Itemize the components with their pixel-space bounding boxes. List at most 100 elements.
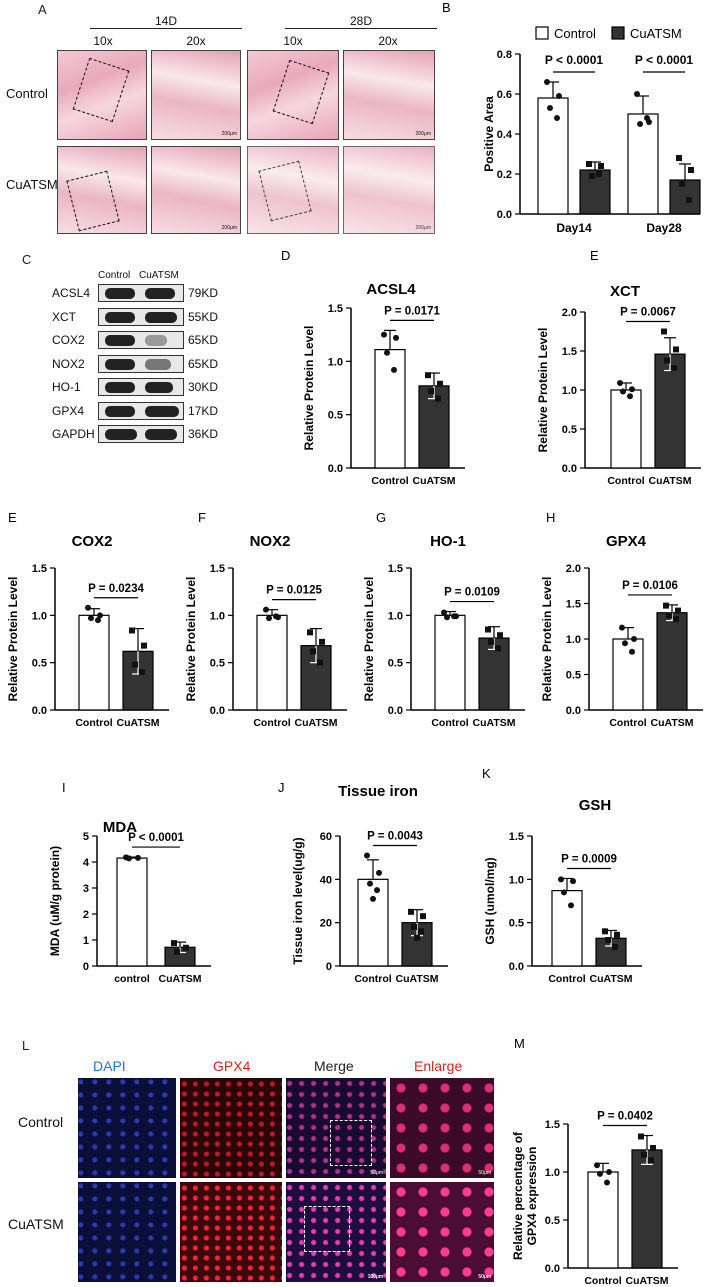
data-point <box>183 944 189 951</box>
y-tick-label: 1.5 <box>210 563 225 575</box>
y-tick-label: 1.0 <box>32 610 47 622</box>
y-tick-label: 0.0 <box>328 463 343 475</box>
data-point <box>666 612 672 619</box>
chart-h: H GPX4 0.0 0.5 1.0 1.5 2.0 Relative Protein Lev… <box>540 510 703 729</box>
p-value: P = 0.0067 <box>620 307 676 319</box>
y-axis-label: Relative Protein Level <box>362 577 376 702</box>
bar <box>537 97 569 215</box>
y-tick-label: 1.5 <box>562 346 577 358</box>
y-axis-label: Relative Protein Level <box>302 326 316 451</box>
y-tick-label: 1.5 <box>509 831 524 843</box>
y-tick-label: 40 <box>320 874 332 886</box>
data-point <box>420 913 426 920</box>
data-point <box>97 612 103 619</box>
y-axis-label: Relative Protein Level <box>540 577 554 702</box>
data-point <box>544 79 550 85</box>
data-point <box>606 1169 612 1175</box>
if-gpx4-cuatsm <box>180 1182 282 1282</box>
data-point <box>273 613 279 620</box>
bar <box>78 614 110 711</box>
time-label-28d: 28D <box>285 14 437 29</box>
y-tick-label: 0.5 <box>32 658 47 670</box>
chart-title: HO-1 <box>430 533 466 550</box>
chart-title: GPX4 <box>606 533 647 550</box>
y-tick-label: 1 <box>83 935 89 947</box>
y-tick-label: 1.5 <box>32 563 47 575</box>
panel-letter: B <box>442 0 451 15</box>
data-point <box>497 632 503 639</box>
y-axis-label: MDA (uM/g protein) <box>50 846 62 956</box>
chart-title: XCT <box>610 283 640 300</box>
data-point <box>627 393 633 400</box>
wb-protein-label: XCT <box>52 309 76 324</box>
data-point <box>441 609 447 616</box>
wb-band <box>105 405 135 417</box>
wb-band <box>145 405 179 417</box>
x-tick-label: Control <box>253 717 290 729</box>
panel-letter: I <box>62 780 66 795</box>
wb-protein-label: GPX4 <box>52 403 85 418</box>
bar <box>612 638 644 711</box>
data-point <box>602 928 608 935</box>
y-tick-label: 0.5 <box>210 658 225 670</box>
wb-band <box>105 429 137 440</box>
data-point <box>671 365 677 372</box>
panel-letter: J <box>278 780 285 795</box>
y-tick-label: 0.0 <box>545 1263 560 1275</box>
data-point <box>604 1179 610 1186</box>
data-point <box>488 638 494 645</box>
data-point <box>85 604 91 611</box>
wb-strip <box>98 378 184 396</box>
y-tick-label: 3 <box>83 883 89 895</box>
y-axis-label: GSH (umol/mg) <box>483 857 497 944</box>
p-value: P = 0.0234 <box>88 583 144 595</box>
y-tick-label: 0.2 <box>497 169 512 181</box>
data-point <box>139 669 145 676</box>
y-tick-label: 2.0 <box>562 307 577 319</box>
wb-band <box>145 429 177 440</box>
data-point <box>376 869 382 876</box>
y-tick-label: 1.0 <box>562 385 577 397</box>
x-tick-label: CuATSM <box>651 717 694 729</box>
y-axis-label: Tissue iron level(ug/g) <box>291 837 305 964</box>
chart-b: B Control CuATSM 0.0 0.2 0.4 0.6 0.8 Positive Ar… <box>442 0 701 235</box>
if-dapi-cuatsm <box>78 1182 176 1282</box>
data-point <box>637 121 643 127</box>
p-value: P = 0.0043 <box>367 831 423 843</box>
y-tick-label: 0.5 <box>545 1215 560 1227</box>
p-value: P = 0.0171 <box>384 305 440 317</box>
bar <box>116 857 148 967</box>
data-point <box>263 606 269 613</box>
data-point <box>673 346 679 353</box>
he-image-cuatsm-14d-10x <box>57 146 147 234</box>
x-tick-label: CuATSM <box>159 973 202 985</box>
legend-swatch-cuatsm <box>611 26 625 40</box>
wb-kd-label: 55KD <box>188 309 219 324</box>
panel-letter: H <box>546 510 555 525</box>
bar <box>656 612 688 711</box>
data-point <box>589 173 595 179</box>
data-point <box>620 388 626 395</box>
chart-i: I MDA 0 1 2 3 4 5 MDA (uM/g protein) control CuATS… <box>50 780 211 985</box>
wb-protein-label: ACSL4 <box>52 286 91 300</box>
data-point <box>129 627 135 634</box>
data-point <box>174 948 180 955</box>
data-point <box>418 928 424 935</box>
y-tick-label: 1.0 <box>328 356 343 368</box>
data-point <box>631 636 637 642</box>
lane-label-cuatsm: CuATSM <box>139 270 179 281</box>
y-tick-label: 1.0 <box>545 1167 560 1179</box>
panel-letter-l: L <box>22 1038 30 1053</box>
chart-m: M 0.0 0.5 1.0 1.5 Relative percentage of GPX4 … <box>511 1038 678 1287</box>
lane-label-control: Control <box>98 270 131 281</box>
data-point <box>370 895 376 902</box>
x-tick-label: Control <box>609 717 646 729</box>
data-point <box>374 887 380 894</box>
he-image-cuatsm-28d-10x <box>247 146 339 234</box>
y-tick-label: 0.5 <box>562 424 577 436</box>
if-merge-control: 50μm <box>286 1078 386 1178</box>
panel-letter: F <box>198 510 206 525</box>
wb-strip <box>98 354 184 373</box>
y-tick-label: 0.8 <box>497 49 512 61</box>
if-enlarge-control: 50μm <box>390 1078 494 1178</box>
